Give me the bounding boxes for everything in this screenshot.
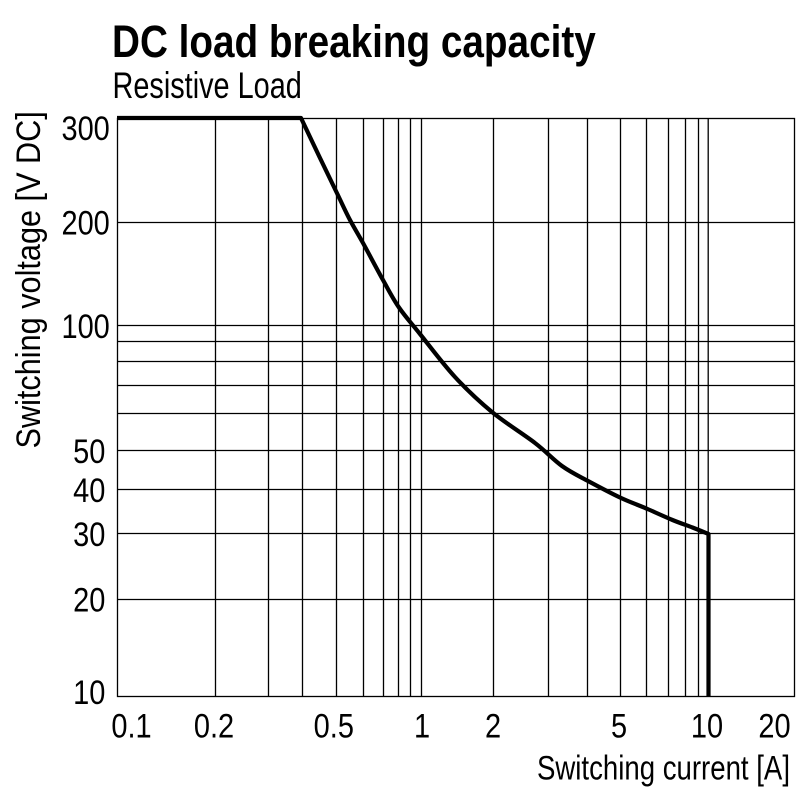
svg-text:0.5: 0.5 [314, 706, 354, 745]
svg-text:2: 2 [485, 706, 501, 745]
svg-text:10: 10 [691, 706, 723, 745]
svg-text:20: 20 [73, 580, 105, 619]
svg-text:Switching voltage [V DC]: Switching voltage [V DC] [10, 111, 48, 448]
svg-text:50: 50 [73, 432, 105, 471]
svg-text:DC load breaking capacity: DC load breaking capacity [112, 16, 596, 66]
svg-text:10: 10 [73, 673, 105, 712]
svg-text:0.2: 0.2 [194, 706, 234, 745]
svg-text:30: 30 [73, 515, 105, 554]
svg-text:Resistive Load: Resistive Load [113, 66, 302, 107]
svg-text:20: 20 [758, 706, 790, 745]
svg-text:40: 40 [73, 471, 105, 510]
svg-text:100: 100 [61, 306, 109, 345]
svg-text:200: 200 [61, 203, 109, 242]
svg-text:Switching current [A]: Switching current [A] [537, 749, 790, 788]
svg-text:1: 1 [414, 706, 430, 745]
svg-text:5: 5 [611, 706, 627, 745]
svg-text:0.1: 0.1 [111, 706, 151, 745]
svg-text:300: 300 [61, 109, 109, 148]
